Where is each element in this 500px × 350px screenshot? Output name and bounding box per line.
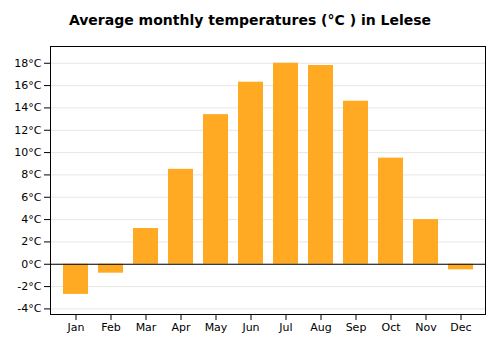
svg-text:12°C: 12°C	[14, 124, 41, 137]
svg-text:16°C: 16°C	[14, 79, 41, 92]
svg-text:0°C: 0°C	[21, 258, 41, 271]
svg-text:Aug: Aug	[310, 321, 331, 334]
svg-text:4°C: 4°C	[21, 213, 41, 226]
svg-text:Mar: Mar	[136, 321, 157, 334]
svg-text:Nov: Nov	[415, 321, 437, 334]
svg-text:2°C: 2°C	[21, 235, 41, 248]
svg-text:Sep: Sep	[346, 321, 367, 334]
svg-text:May: May	[205, 321, 228, 334]
svg-text:-4°C: -4°C	[17, 302, 41, 315]
html-text:Average monthly temperatures (: Average monthly temperatures (°C ) in Le…	[68, 12, 432, 28]
svg-text:Oct: Oct	[381, 321, 401, 334]
svg-text:18°C: 18°C	[14, 57, 41, 70]
svg-text:8°C: 8°C	[21, 168, 41, 181]
svg-text:14°C: 14°C	[14, 101, 41, 114]
svg-text:10°C: 10°C	[14, 146, 41, 159]
svg-text:Jun: Jun	[241, 321, 259, 334]
svg-text:Apr: Apr	[171, 321, 191, 334]
svg-text:-2°C: -2°C	[17, 280, 41, 293]
svg-text:6°C: 6°C	[21, 191, 41, 204]
svg-text:Feb: Feb	[101, 321, 120, 334]
svg-text:Jul: Jul	[278, 321, 292, 334]
svg-text:Dec: Dec	[450, 321, 471, 334]
svg-text:Jan: Jan	[67, 321, 85, 334]
